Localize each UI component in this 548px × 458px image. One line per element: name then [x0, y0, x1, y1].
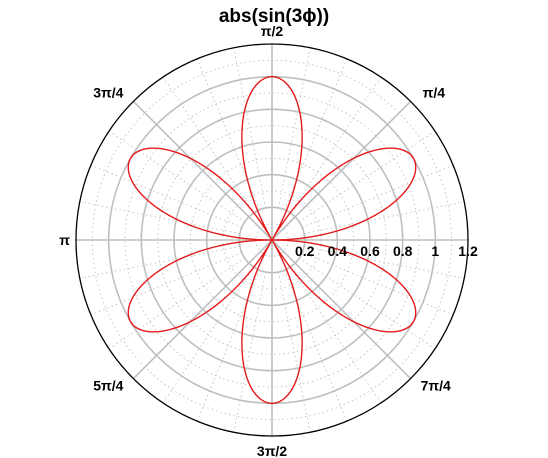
minor-spoke [162, 266, 255, 404]
angle-tick-label: π/2 [261, 23, 284, 39]
minor-spoke [303, 245, 465, 279]
minor-spoke [289, 266, 382, 404]
radial-tick-label: 1 [431, 243, 439, 259]
minor-spoke [303, 201, 465, 235]
minor-spoke [79, 245, 241, 279]
minor-spoke [233, 271, 267, 433]
radial-labels: 0.2 0.4 0.6 0.8 1 1.2 [295, 243, 478, 259]
minor-spoke [233, 47, 267, 209]
major-grid [76, 44, 468, 436]
angle-tick-label: π [59, 232, 70, 248]
chart-title: abs(sin(3ϕ)) [219, 6, 329, 27]
angle-tick-label: 7π/4 [421, 378, 451, 394]
minor-spoke [277, 271, 311, 433]
minor-spoke [79, 201, 241, 235]
minor-spoke [298, 257, 436, 350]
angle-tick-label: 5π/4 [93, 378, 123, 394]
minor-spoke [90, 164, 242, 228]
minor-spoke [90, 252, 242, 316]
major-spoke [132, 100, 273, 241]
angle-labels: π/4 π/2 3π/4 π 5π/4 3π/2 7π/4 [59, 23, 451, 458]
series-line [127, 75, 417, 405]
radial-tick-label: 1.2 [458, 243, 478, 259]
minor-spoke [108, 257, 246, 350]
radial-tick-label: 0.6 [360, 243, 380, 259]
minor-spoke [108, 130, 246, 223]
minor-spoke [298, 130, 436, 223]
major-spoke [132, 239, 273, 380]
radial-tick-label: 0.8 [393, 243, 413, 259]
radial-tick-label: 0.4 [328, 243, 348, 259]
radial-tick-label: 0.2 [295, 243, 315, 259]
minor-spoke [289, 76, 382, 214]
angle-tick-label: 3π/2 [257, 443, 287, 458]
minor-spoke [302, 252, 454, 316]
angle-tick-label: 3π/4 [93, 84, 123, 100]
minor-spoke [277, 47, 311, 209]
major-spoke [271, 239, 412, 380]
angle-tick-label: π/4 [423, 84, 446, 100]
minor-spoke [302, 164, 454, 228]
curve-layer [127, 75, 417, 405]
minor-spoke [162, 76, 255, 214]
outer-circle [75, 43, 469, 437]
major-spoke [271, 100, 412, 241]
